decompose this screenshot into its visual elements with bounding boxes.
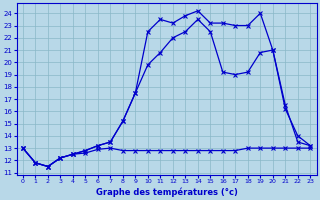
X-axis label: Graphe des températures (°c): Graphe des températures (°c): [96, 187, 237, 197]
